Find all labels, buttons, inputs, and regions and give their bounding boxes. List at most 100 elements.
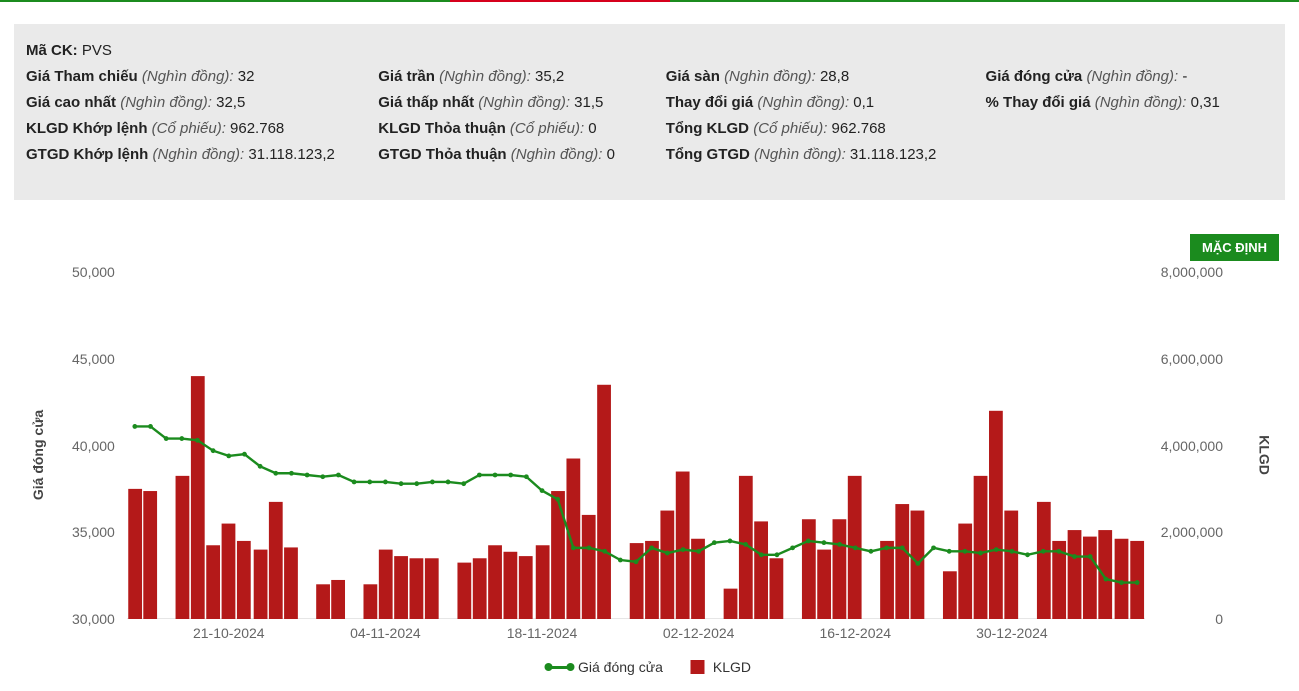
price-marker	[242, 452, 247, 457]
price-marker	[947, 549, 952, 554]
ytick-left: 30,000	[72, 611, 115, 627]
price-marker	[430, 480, 435, 485]
volume-bar	[1130, 541, 1144, 619]
summary-value: 28,8	[816, 68, 849, 85]
summary-label: Tổng KLGD	[666, 120, 753, 137]
summary-row: Giá Tham chiếu (Nghìn đồng): 32Giá trần …	[26, 68, 1273, 86]
price-marker	[399, 481, 404, 486]
summary-cell	[666, 42, 986, 60]
ytick-left: 40,000	[72, 438, 115, 454]
summary-label: Giá trần	[378, 68, 439, 85]
price-marker	[806, 539, 811, 544]
price-marker	[743, 542, 748, 547]
summary-cell: Tổng GTGD (Nghìn đồng): 31.118.123,2	[666, 146, 986, 164]
summary-cell: KLGD Thỏa thuận (Cổ phiếu): 0	[378, 120, 665, 138]
summary-cell: Giá thấp nhất (Nghìn đồng): 31,5	[378, 94, 665, 112]
summary-unit: (Nghìn đồng):	[1095, 94, 1187, 111]
ytick-left: 50,000	[72, 264, 115, 280]
volume-bar	[425, 558, 439, 619]
price-marker	[634, 559, 639, 564]
volume-bar	[143, 491, 157, 619]
default-view-button[interactable]: MẶC ĐỊNH	[1190, 234, 1279, 261]
ytick-right: 4,000,000	[1161, 438, 1223, 454]
ytick-right: 0	[1215, 611, 1223, 627]
volume-bar	[630, 543, 644, 619]
price-marker	[822, 540, 827, 545]
summary-row: KLGD Khớp lệnh (Cổ phiếu): 962.768KLGD T…	[26, 120, 1273, 138]
volume-bar	[1098, 530, 1112, 619]
right-axis-title: KLGD	[1257, 435, 1273, 475]
price-marker	[320, 474, 325, 479]
price-marker	[524, 474, 529, 479]
xtick: 04-11-2024	[350, 625, 421, 641]
summary-cell: Mã CK: PVS	[26, 42, 378, 60]
volume-bar	[394, 556, 408, 619]
summary-label: Giá cao nhất	[26, 94, 120, 111]
volume-bar	[473, 558, 487, 619]
price-marker	[273, 471, 278, 476]
summary-unit: (Cổ phiếu):	[152, 120, 226, 137]
volume-bar	[817, 550, 831, 619]
xtick: 16-12-2024	[819, 625, 891, 641]
xtick: 02-12-2024	[663, 625, 735, 641]
summary-value: 31.118.123,2	[244, 146, 335, 163]
volume-bar	[222, 524, 236, 619]
summary-value: 31,5	[570, 94, 603, 111]
summary-label: KLGD Thỏa thuận	[378, 120, 510, 137]
volume-bar	[551, 491, 565, 619]
price-marker	[759, 552, 764, 557]
volume-bar	[1115, 539, 1129, 619]
summary-unit: (Nghìn đồng):	[724, 68, 816, 85]
price-marker	[164, 436, 169, 441]
summary-value: 31.118.123,2	[846, 146, 937, 163]
chart-svg	[127, 272, 1145, 619]
legend-item-price[interactable]: Giá đóng cửa	[548, 659, 663, 675]
volume-bar	[597, 385, 611, 619]
volume-bar	[254, 550, 268, 619]
price-marker	[226, 454, 231, 459]
summary-unit: (Nghìn đồng):	[120, 94, 212, 111]
volume-bar	[457, 563, 471, 619]
price-marker	[508, 473, 513, 478]
volume-bar	[582, 515, 596, 619]
price-marker	[352, 480, 357, 485]
summary-unit: (Cổ phiếu):	[753, 120, 827, 137]
price-marker	[775, 552, 780, 557]
legend-item-volume[interactable]: KLGD	[691, 659, 751, 675]
summary-label: Giá sàn	[666, 68, 724, 85]
volume-bar	[566, 459, 580, 619]
price-marker	[665, 551, 670, 556]
ytick-left: 45,000	[72, 351, 115, 367]
volume-bar	[833, 519, 847, 619]
chart-plot-area	[127, 272, 1145, 619]
summary-label: % Thay đổi giá	[986, 94, 1095, 111]
volume-bar	[943, 571, 957, 619]
bar-swatch-icon	[691, 660, 705, 674]
price-marker	[211, 448, 216, 453]
price-marker	[1088, 554, 1093, 559]
volume-bar	[128, 489, 142, 619]
legend-label: Giá đóng cửa	[578, 659, 663, 675]
summary-cell	[986, 42, 1273, 60]
summary-label: Giá thấp nhất	[378, 94, 478, 111]
chart-container: MẶC ĐỊNH Giá đóng cửa KLGD 30,00035,0004…	[14, 230, 1285, 679]
summary-cell: GTGD Khớp lệnh (Nghìn đồng): 31.118.123,…	[26, 146, 378, 164]
volume-bar	[363, 584, 377, 619]
volume-bar	[269, 502, 283, 619]
price-marker	[931, 545, 936, 550]
summary-label: GTGD Khớp lệnh	[26, 146, 153, 163]
volume-bar	[769, 558, 783, 619]
summary-unit: (Nghìn đồng):	[511, 146, 603, 163]
price-marker	[602, 549, 607, 554]
volume-bar	[1004, 511, 1018, 619]
summary-row: Giá cao nhất (Nghìn đồng): 32,5Giá thấp …	[26, 94, 1273, 112]
summary-label: GTGD Thỏa thuận	[378, 146, 511, 163]
summary-cell	[378, 42, 665, 60]
summary-unit: (Nghìn đồng):	[153, 146, 245, 163]
xtick: 21-10-2024	[193, 625, 265, 641]
price-marker	[681, 547, 686, 552]
summary-panel: Mã CK: PVS Giá Tham chiếu (Nghìn đồng): 3…	[14, 24, 1285, 200]
summary-value: 35,2	[531, 68, 564, 85]
xtick: 18-11-2024	[507, 625, 578, 641]
price-marker	[258, 464, 263, 469]
